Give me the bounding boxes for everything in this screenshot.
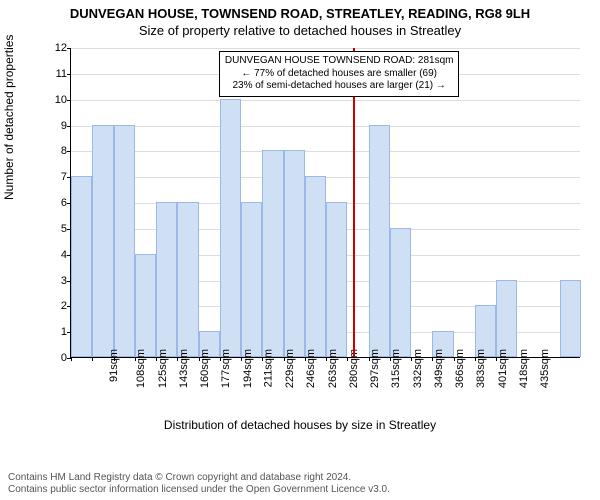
gridline — [71, 151, 580, 152]
x-tick-label: 143sqm — [178, 349, 190, 388]
x-tick-label: 297sqm — [369, 349, 381, 388]
page-subtitle: Size of property relative to detached ho… — [0, 21, 600, 42]
x-tick-label: 211sqm — [262, 349, 274, 387]
x-tick-label: 108sqm — [135, 349, 147, 388]
histogram-plot: 012345678910111291sqm108sqm125sqm143sqm1… — [70, 48, 580, 358]
y-tick-label: 11 — [45, 68, 67, 80]
attribution-footer: Contains HM Land Registry data © Crown c… — [8, 472, 390, 496]
x-tick-label: 263sqm — [327, 349, 339, 388]
page-title: DUNVEGAN HOUSE, TOWNSEND ROAD, STREATLEY… — [0, 0, 600, 21]
x-tick-label: 194sqm — [242, 349, 254, 388]
histogram-bar — [305, 176, 326, 357]
y-tick-label: 5 — [45, 223, 67, 235]
x-tick-label: 125sqm — [157, 349, 169, 388]
x-tick-label: 418sqm — [518, 349, 530, 388]
y-tick-label: 3 — [45, 275, 67, 287]
annotation-line: DUNVEGAN HOUSE TOWNSEND ROAD: 281sqm — [225, 55, 454, 68]
x-tick-label: 401sqm — [497, 349, 509, 388]
y-tick-label: 12 — [45, 42, 67, 54]
gridline — [71, 100, 580, 101]
y-tick-label: 2 — [45, 300, 67, 312]
y-tick-label: 7 — [45, 171, 67, 183]
chart-container: 012345678910111291sqm108sqm125sqm143sqm1… — [40, 48, 580, 418]
x-tick-label: 366sqm — [454, 349, 466, 388]
y-tick-label: 9 — [45, 120, 67, 132]
histogram-bar — [135, 254, 156, 357]
x-tick-label: 349sqm — [433, 349, 445, 388]
x-tick-label: 177sqm — [220, 349, 232, 388]
y-tick-label: 0 — [45, 352, 67, 364]
histogram-bar — [71, 176, 92, 357]
gridline — [71, 126, 580, 127]
histogram-bar — [326, 202, 347, 357]
x-tick-label: 315sqm — [390, 349, 402, 388]
footer-line-1: Contains HM Land Registry data © Crown c… — [8, 472, 390, 484]
y-tick-label: 6 — [45, 197, 67, 209]
y-tick-label: 4 — [45, 249, 67, 261]
y-tick-label: 1 — [45, 326, 67, 338]
annotation-callout: DUNVEGAN HOUSE TOWNSEND ROAD: 281sqm← 77… — [219, 51, 460, 97]
x-axis-label: Distribution of detached houses by size … — [0, 418, 600, 432]
y-tick-label: 10 — [45, 94, 67, 106]
histogram-bar — [241, 202, 262, 357]
x-tick-label: 383sqm — [475, 349, 487, 388]
x-tick-label: 246sqm — [305, 349, 317, 388]
histogram-bar — [92, 125, 113, 358]
histogram-bar — [220, 99, 241, 357]
histogram-bar — [156, 202, 177, 357]
histogram-bar — [262, 150, 283, 357]
x-tick-label: 435sqm — [539, 349, 551, 388]
histogram-bar — [114, 125, 135, 358]
histogram-bar — [284, 150, 305, 357]
y-axis-label: Number of detached properties — [2, 35, 16, 200]
x-tick-label: 91sqm — [108, 349, 120, 382]
x-tick-label: 332sqm — [412, 349, 424, 388]
histogram-bar — [177, 202, 198, 357]
x-tick-label: 229sqm — [284, 349, 296, 388]
footer-line-2: Contains public sector information licen… — [8, 484, 390, 496]
y-tick-label: 8 — [45, 145, 67, 157]
annotation-line: 23% of semi-detached houses are larger (… — [225, 80, 454, 93]
annotation-line: ← 77% of detached houses are smaller (69… — [225, 68, 454, 81]
histogram-bar — [496, 280, 517, 358]
x-tick-label: 160sqm — [199, 349, 211, 388]
histogram-bar — [560, 280, 581, 358]
histogram-bar — [390, 228, 411, 357]
gridline — [71, 48, 580, 49]
histogram-bar — [369, 125, 390, 358]
